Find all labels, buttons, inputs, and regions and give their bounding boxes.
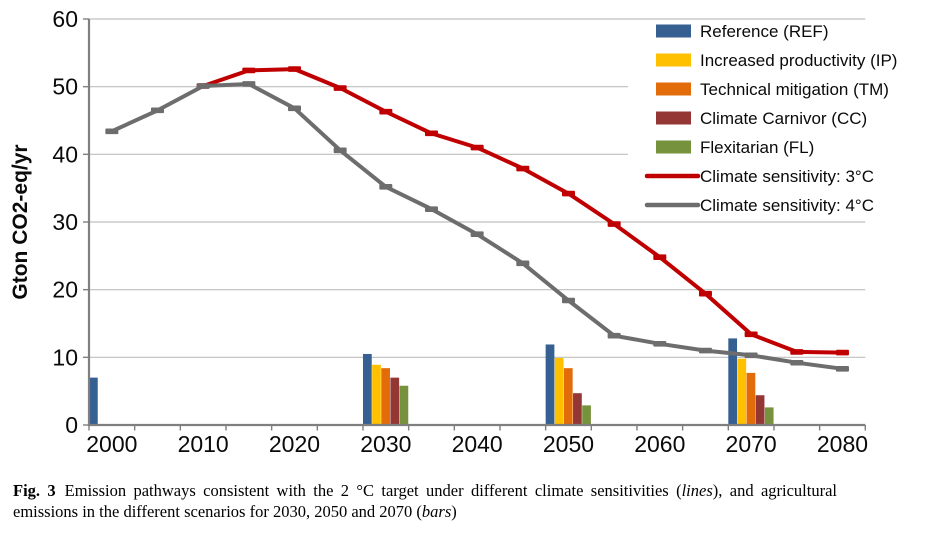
- line-marker: [424, 206, 438, 212]
- line-marker: [470, 231, 484, 237]
- y-tick-label: 40: [52, 141, 78, 167]
- line-marker: [653, 341, 667, 347]
- figure-label: Fig. 3: [13, 481, 56, 500]
- line-marker: [790, 359, 804, 366]
- line-marker: [379, 184, 393, 190]
- line-marker: [242, 81, 256, 87]
- legend-swatch-bar: [656, 111, 691, 125]
- line-marker: [790, 349, 804, 355]
- y-tick-label: 50: [52, 74, 78, 100]
- legend-label: Technical mitigation (TM): [700, 80, 889, 99]
- line-marker: [470, 144, 484, 151]
- caption-italic-lines: lines: [681, 481, 713, 500]
- line-marker: [561, 297, 575, 304]
- line-marker: [698, 347, 712, 354]
- line-marker: [105, 128, 119, 135]
- bar-tm-2070: [746, 372, 756, 425]
- x-tick-label: 2000: [86, 431, 137, 457]
- x-tick-label: 2020: [269, 431, 320, 457]
- bar-tm-2050: [563, 368, 573, 425]
- line-marker: [287, 105, 301, 112]
- legend-label: Climate Carnivor (CC): [700, 109, 867, 128]
- y-axis-title: Gton CO2-eq/yr: [9, 144, 32, 299]
- line-marker: [653, 254, 667, 260]
- legend-label: Flexitarian (FL): [700, 138, 814, 157]
- caption-text-2: ), and agricultural emissions in the dif…: [13, 481, 837, 522]
- bar-ip-2050: [554, 358, 564, 425]
- bar-ip-2070: [737, 358, 747, 425]
- y-tick-label: 60: [52, 6, 78, 32]
- y-tick-label: 10: [52, 344, 78, 370]
- y-tick-label: 30: [52, 209, 78, 235]
- line-marker: [333, 85, 347, 91]
- line-marker: [835, 349, 849, 356]
- legend-label: Climate sensitivity: 4°C: [700, 196, 874, 215]
- line-marker: [607, 332, 621, 339]
- line-marker: [744, 331, 758, 338]
- line-marker: [333, 147, 347, 154]
- line-marker: [561, 190, 575, 197]
- line-marker: [516, 260, 530, 267]
- bar-fl-2050: [582, 405, 591, 425]
- bar-fl-2070: [764, 407, 774, 425]
- legend-swatch-bar: [656, 82, 691, 96]
- x-tick-label: 2050: [543, 431, 594, 457]
- bar-ref-2000: [89, 377, 98, 425]
- bar-cc-2030: [390, 377, 400, 425]
- legend-swatch-bar: [656, 24, 691, 38]
- bar-cc-2050: [573, 393, 582, 425]
- y-tick-label: 20: [52, 277, 78, 303]
- chart-area: 0 10 20 30 40 50 60 2000 2010 2020 2030 2040 2050 206…: [9, 6, 898, 457]
- caption-italic-bars: bars: [421, 502, 452, 522]
- line-marker: [424, 130, 438, 137]
- legend-label: Increased productivity (IP): [700, 51, 897, 70]
- x-tick-label: 2080: [817, 431, 868, 457]
- line-marker: [196, 83, 210, 89]
- line-marker: [607, 221, 621, 227]
- line-marker: [379, 108, 393, 115]
- x-tick-label: 2060: [634, 431, 685, 457]
- legend-swatch-bar: [656, 140, 691, 154]
- line-marker: [835, 366, 849, 372]
- bar-ref-2070: [728, 338, 738, 425]
- bar-ref-2050: [545, 344, 555, 425]
- bar-fl-2030: [399, 385, 409, 425]
- line-marker: [150, 107, 164, 114]
- line-marker: [242, 67, 256, 74]
- bar-ip-2030: [372, 364, 381, 425]
- bar-tm-2030: [381, 368, 390, 425]
- legend-label: Climate sensitivity: 3°C: [700, 167, 874, 186]
- x-tick-label: 2030: [360, 431, 411, 457]
- x-tick-label: 2070: [726, 431, 777, 457]
- legend-label: Reference (REF): [700, 22, 828, 41]
- bar-ref-2030: [362, 353, 372, 425]
- line-marker: [698, 290, 712, 297]
- line-marker: [516, 165, 530, 172]
- bar-cc-2070: [755, 395, 765, 425]
- line-marker: [744, 352, 758, 359]
- x-tick-label: 2010: [178, 431, 229, 457]
- line-marker: [287, 66, 301, 72]
- figure-caption: Fig. 3 Emission pathways consistent with …: [13, 480, 837, 522]
- x-tick-label: 2040: [452, 431, 503, 457]
- caption-text-3: ): [451, 502, 457, 522]
- y-tick-label: 0: [65, 412, 78, 438]
- legend-swatch-bar: [656, 53, 691, 67]
- caption-text-1: Emission pathways consistent with the 2 …: [64, 481, 682, 500]
